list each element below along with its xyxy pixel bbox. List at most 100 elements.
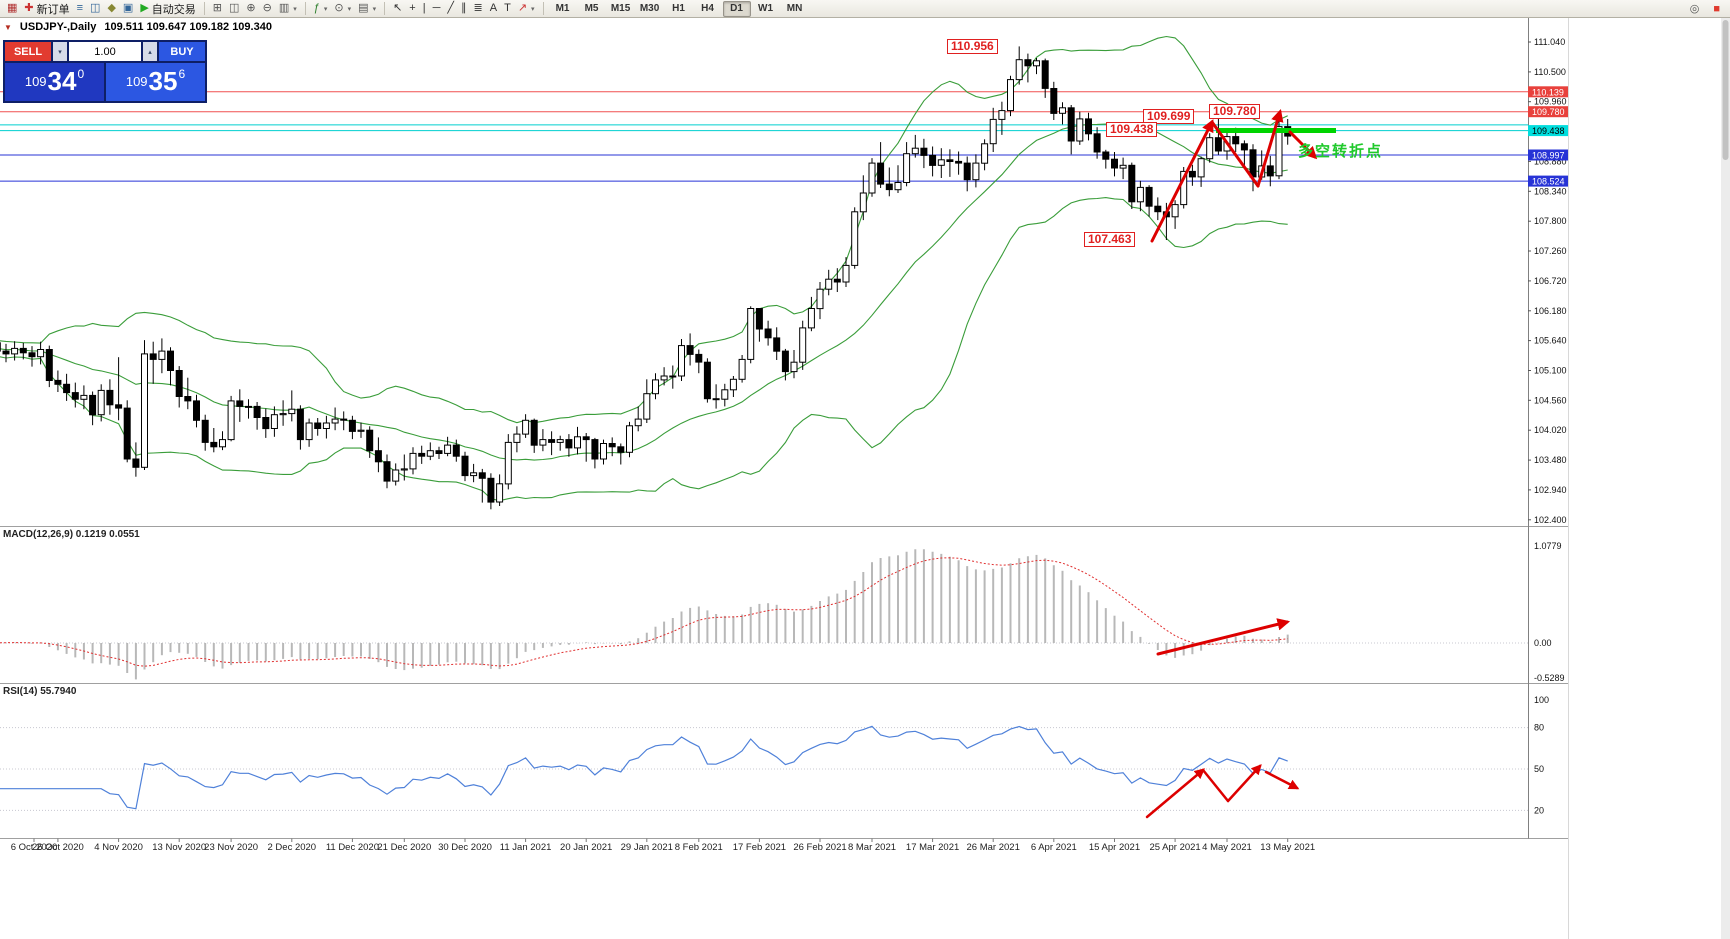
vertical-line-icon-glyph: | (422, 2, 426, 14)
price-callout[interactable]: 109.438 (1106, 122, 1158, 137)
candle (851, 207, 859, 269)
trend-arrows-layer[interactable] (1150, 108, 1318, 243)
date-axis-label: 20 Jan 2021 (560, 842, 612, 853)
timeframe-D1[interactable]: D1 (722, 0, 751, 17)
timeframe-M15[interactable]: M15 (610, 2, 631, 14)
cursor-icon[interactable]: ↖ (390, 1, 405, 17)
price-axis-label: 102.940 (1534, 485, 1567, 495)
sell-price-display[interactable]: 109 34 0 (5, 63, 104, 101)
trend-arrow[interactable] (1210, 120, 1260, 188)
community-icon[interactable]: ■ (1713, 2, 1720, 15)
indicators-icon[interactable]: ƒ ▾ (311, 1, 331, 17)
timeframe-H1[interactable]: H1 (672, 2, 685, 14)
crosshair-icon[interactable]: + (406, 1, 418, 17)
chevron-down-icon[interactable]: ▾ (293, 5, 297, 13)
trend-arrow[interactable] (1256, 108, 1284, 188)
chevron-down-icon[interactable]: ▾ (347, 5, 352, 13)
candle (426, 442, 434, 461)
price-callout[interactable]: 107.463 (1084, 232, 1136, 247)
zoom-out-icon[interactable]: ⊖ (260, 1, 275, 17)
candle (71, 382, 79, 408)
templates-icon[interactable]: ▤ ▾ (355, 1, 379, 17)
candle (799, 320, 807, 370)
data-window-icon[interactable]: ◫ (87, 1, 103, 17)
chart-canvas[interactable]: 111.040 110.500 109.960 108.880 108.340 107.8… (0, 18, 1730, 939)
candle (1188, 164, 1196, 186)
new-order-button[interactable]: ✚ 新订单 (21, 1, 72, 17)
candle (461, 451, 469, 482)
price-callout[interactable]: 109.699 (1143, 109, 1195, 124)
timeframe-MN[interactable]: MN (786, 2, 803, 14)
volume-increase-button[interactable]: ▴ (143, 42, 157, 61)
trendline-icon[interactable]: ╱ (444, 1, 457, 17)
chevron-down-icon[interactable]: ▾ (323, 5, 328, 13)
sell-button[interactable]: SELL (5, 42, 51, 61)
price-callout[interactable]: 109.780 (1209, 104, 1261, 119)
candle (981, 139, 989, 171)
candle (816, 282, 824, 320)
candle (1180, 167, 1188, 209)
channel-icon-glyph: ∥ (461, 2, 467, 14)
candle (1102, 149, 1110, 169)
scrollbar-thumb[interactable] (1722, 20, 1729, 160)
zoom-in-icon[interactable]: ⊕ (243, 1, 258, 17)
candle (1171, 200, 1179, 229)
trend-arrow[interactable] (1226, 764, 1262, 803)
trend-arrow[interactable] (1145, 768, 1206, 819)
cascade-windows-icon[interactable]: ◫ (226, 1, 242, 17)
date-axis-label: 30 Dec 2020 (438, 842, 492, 853)
fibonacci-icon[interactable]: ≣ (471, 1, 486, 17)
trend-arrow[interactable] (1156, 618, 1291, 656)
chart-window-icon[interactable]: ▦ (4, 1, 20, 17)
volume-decrease-button[interactable]: ▾ (53, 42, 67, 61)
channel-icon[interactable]: ∥ (458, 1, 470, 17)
timeframe-M30[interactable]: M30 (639, 2, 660, 14)
market-watch-icon[interactable]: ≡ (74, 1, 86, 17)
navigator-icon[interactable]: ◆ (104, 1, 118, 17)
candle (305, 418, 313, 447)
buy-price-display[interactable]: 109 35 6 (106, 63, 205, 101)
buy-button[interactable]: BUY (159, 42, 205, 61)
chevron-down-icon[interactable]: ▾ (372, 5, 377, 13)
buy-price-main: 35 (148, 66, 178, 96)
label-icon[interactable]: T (501, 1, 514, 17)
new-chart-icon[interactable]: ▥ ▾ (276, 1, 300, 17)
price-callout[interactable]: 110.956 (947, 39, 998, 54)
candle (158, 338, 166, 374)
terminal-icon[interactable]: ▣ (120, 1, 136, 17)
price-badge-label: 109.780 (1532, 107, 1565, 117)
vertical-line-icon[interactable]: | (420, 1, 429, 17)
candle (1007, 75, 1014, 117)
timeframe-M1[interactable]: M1 (555, 2, 570, 14)
label-icon-glyph: T (504, 2, 511, 14)
timeframe-M5[interactable]: M5 (584, 2, 599, 14)
rsi-panel: 100 80 50 20 (0, 695, 1549, 819)
trend-arrow[interactable] (1288, 130, 1318, 160)
volume-input[interactable] (69, 42, 141, 61)
scrollbar-track[interactable] (1721, 18, 1730, 939)
arrows-icon[interactable]: ↗ ▾ (515, 1, 538, 17)
candle (201, 414, 209, 451)
horizontal-line-icon[interactable]: ─ (430, 1, 444, 17)
candle (331, 407, 339, 431)
text-icon[interactable]: A (487, 1, 500, 17)
chevron-down-icon[interactable]: ▾ (531, 5, 535, 13)
price-axis-label: 104.560 (1534, 395, 1567, 405)
timeframe-H4[interactable]: H4 (701, 2, 714, 14)
panel-separators (0, 18, 1569, 939)
candle (903, 142, 911, 187)
candle (608, 437, 616, 457)
timeframe-W1[interactable]: W1 (758, 2, 774, 14)
trend-arrow[interactable] (1264, 770, 1300, 790)
candle (262, 408, 270, 438)
periods-icon[interactable]: ⊙ ▾ (331, 1, 354, 17)
price-axis-label: 107.800 (1534, 216, 1567, 226)
trend-arrow[interactable] (1201, 768, 1230, 803)
candle (833, 268, 841, 292)
search-icon[interactable]: ◎ (1689, 3, 1700, 15)
trend-arrow[interactable] (1150, 119, 1214, 243)
autotrading-button[interactable]: ▶ 自动交易 (137, 1, 198, 17)
annotation-note[interactable]: 多空转折点 (1298, 143, 1384, 160)
date-axis-label: 8 Feb 2021 (675, 842, 723, 853)
tile-windows-icon[interactable]: ⊞ (210, 1, 225, 17)
